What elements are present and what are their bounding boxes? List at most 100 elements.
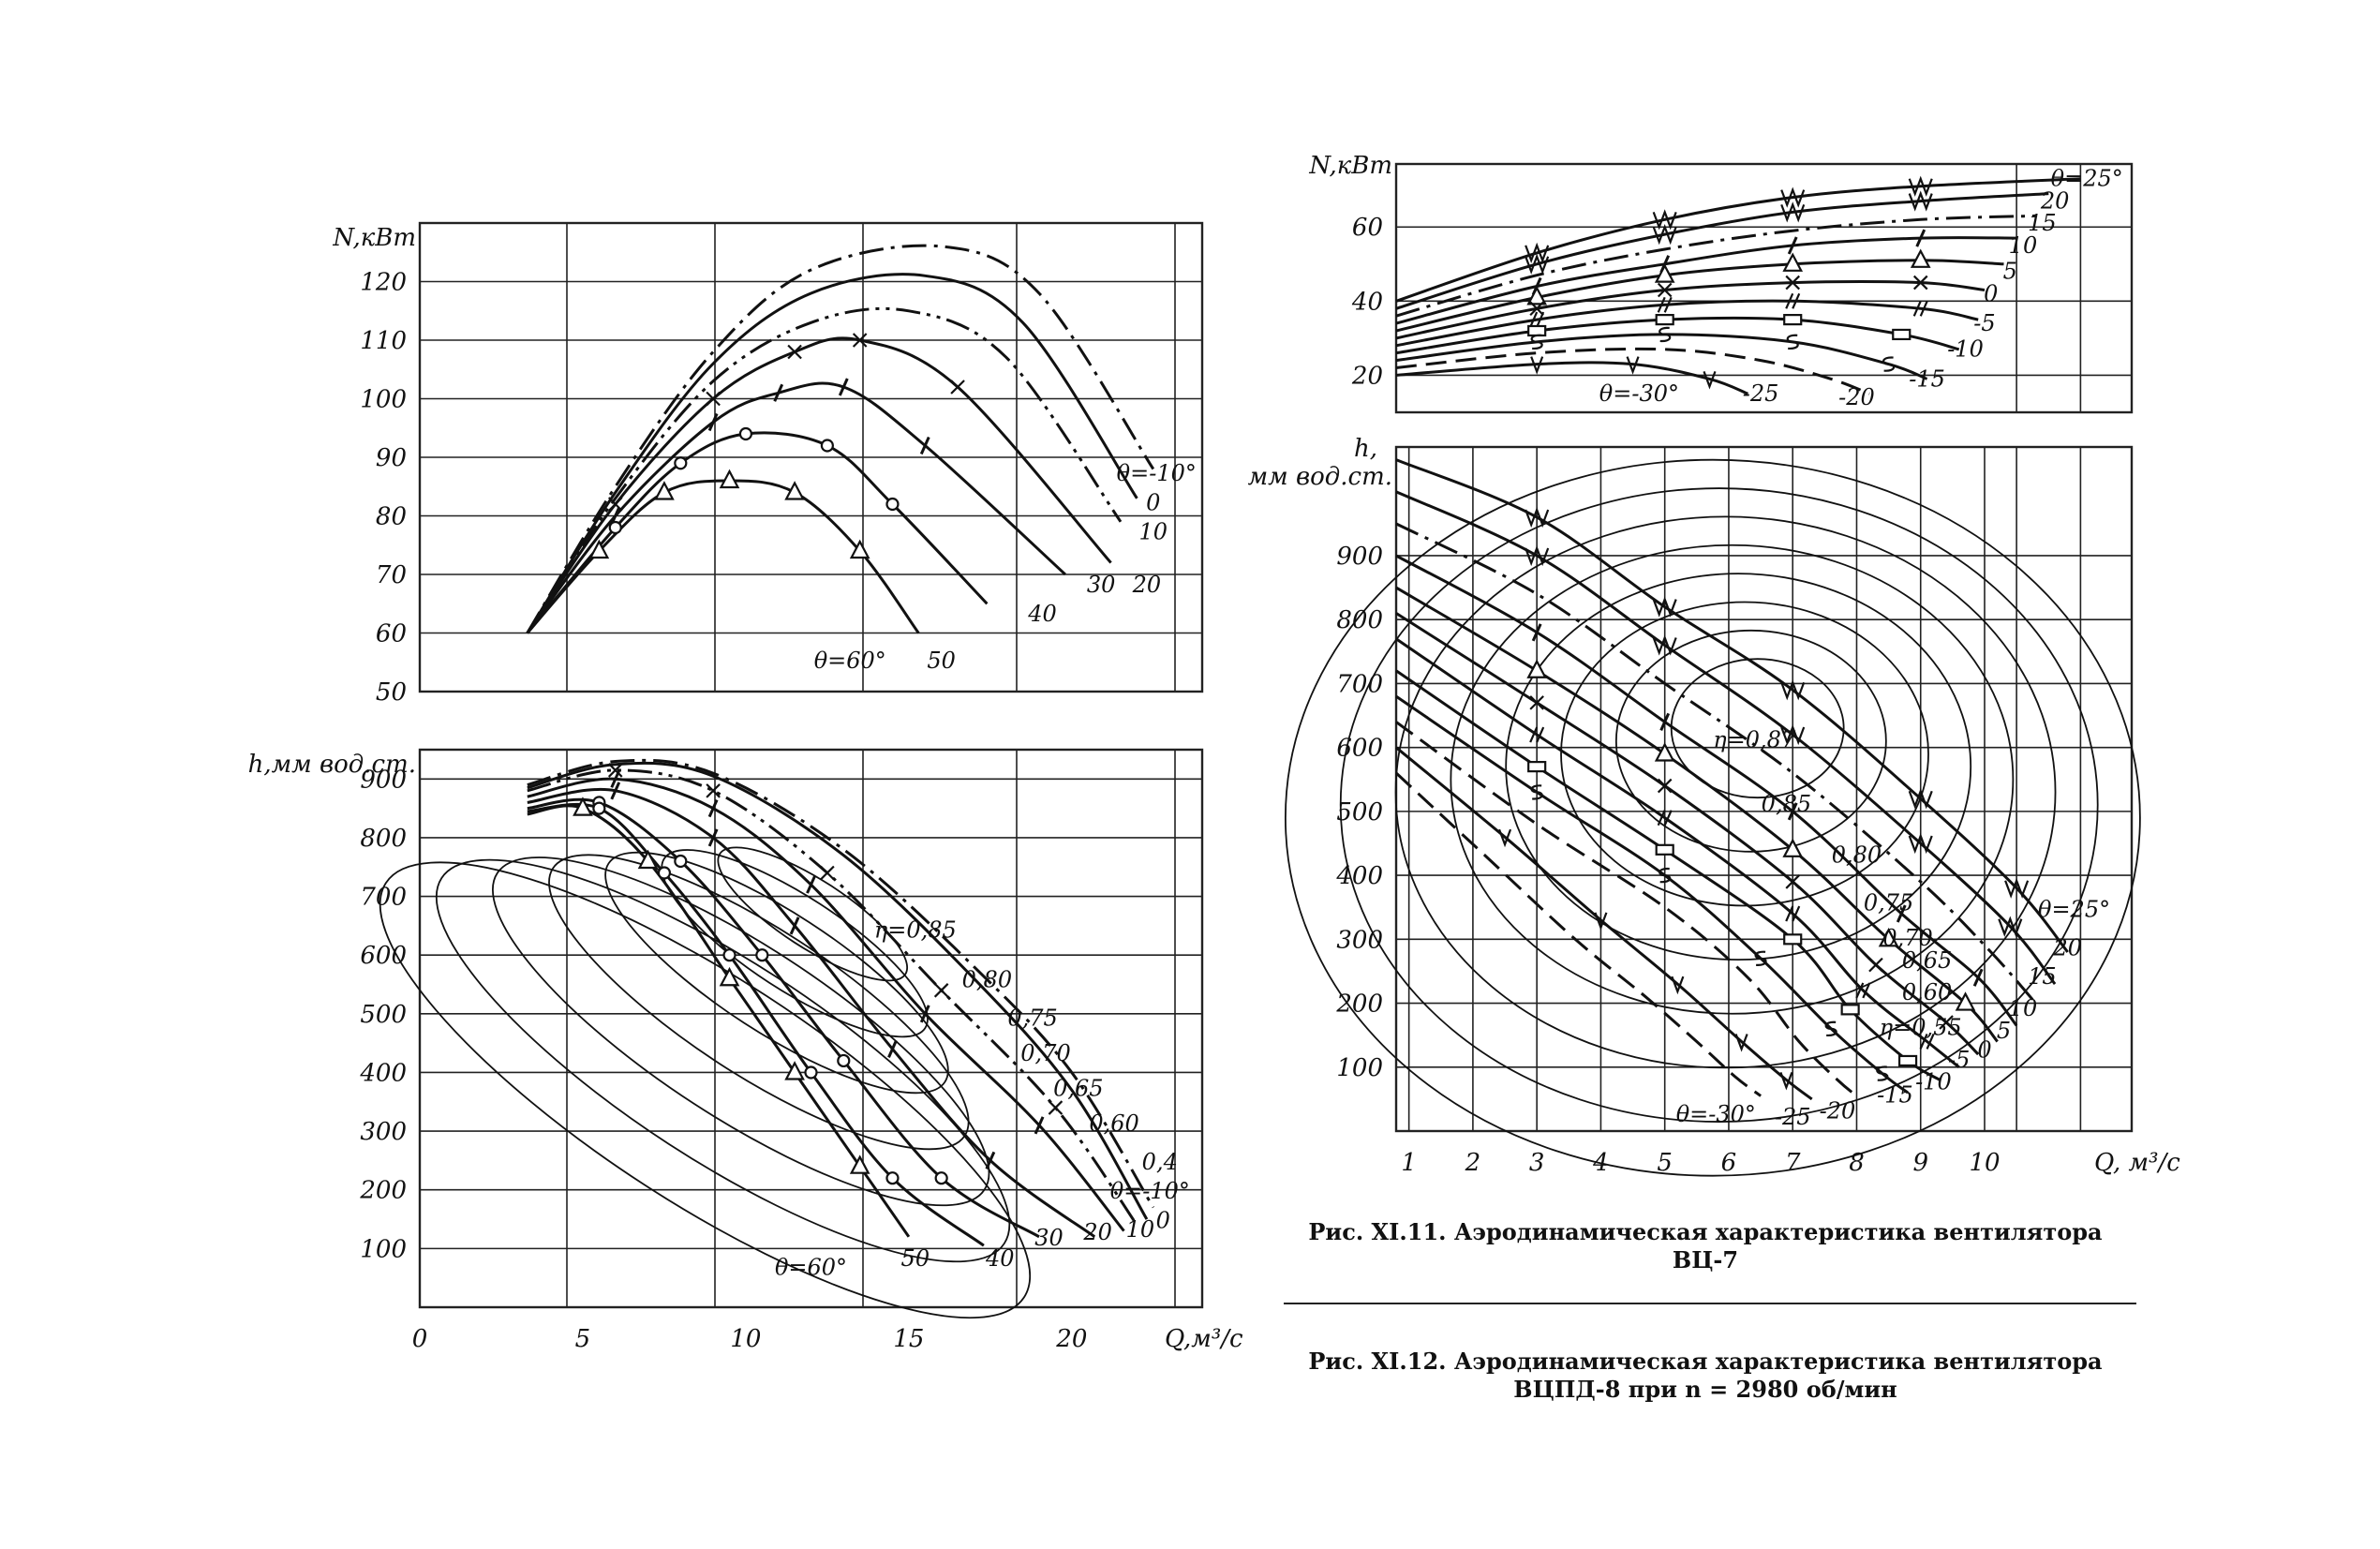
- curve-label: θ=-10°: [1110, 1178, 1190, 1204]
- curve-label: 40: [985, 1245, 1015, 1272]
- series-marker: [707, 828, 719, 847]
- series-marker: [1780, 723, 1806, 746]
- series-line: [527, 758, 1155, 1209]
- series-marker: [592, 801, 606, 815]
- y-tick-label: 100: [360, 1235, 407, 1263]
- curve-label: 0,65: [1053, 1076, 1103, 1102]
- series-group: [1394, 458, 2069, 1101]
- efficiency-contour: [1670, 658, 1845, 799]
- curve-label: 20: [1082, 1219, 1112, 1245]
- efficiency-contour: [1394, 515, 2057, 1069]
- series-marker: [1703, 371, 1717, 390]
- curve-label: -5: [1948, 1047, 1970, 1073]
- series-marker: [1785, 874, 1800, 889]
- x-tick-label: 7: [1785, 1149, 1801, 1177]
- caption-fig12-line1: Рис. XI.12. Аэродинамическая характерист…: [1308, 1348, 2103, 1375]
- curve-label: 0,60: [1089, 1110, 1138, 1137]
- series-marker: [1912, 300, 1928, 317]
- curve-label: 5: [2003, 259, 2017, 285]
- series-marker: [1915, 229, 1926, 247]
- y-axis-label: h,мм вод.ст.: [248, 751, 416, 779]
- series-marker: [784, 1061, 805, 1080]
- curve-label: η=0,87: [1713, 727, 1796, 753]
- series-marker: [1652, 209, 1677, 231]
- efficiency-contour: [1339, 487, 2099, 1123]
- curve-label: 0,70: [1882, 925, 1932, 951]
- curve-label: 50: [901, 1245, 930, 1272]
- curve-label: θ=-10°: [1117, 460, 1197, 486]
- series-marker: [1530, 356, 1544, 375]
- efficiency-contour: [435, 858, 1011, 1263]
- curve-label: 0: [1984, 280, 1998, 306]
- series-marker: [1955, 991, 1976, 1011]
- y-tick-label: 500: [360, 1001, 407, 1029]
- series-marker: [1785, 905, 1801, 922]
- curve-label: 0: [1146, 489, 1160, 515]
- curve-label: 50: [927, 648, 956, 674]
- curve-label: 10: [1126, 1216, 1155, 1243]
- curve-label: θ=60°: [814, 648, 886, 674]
- series-marker: [1529, 726, 1545, 743]
- series-marker: [1876, 1065, 1889, 1081]
- series-marker: [1671, 976, 1685, 995]
- y-axis-label: N,кВт: [1308, 152, 1392, 180]
- series-line: [526, 381, 1066, 634]
- x-axis-label: Q,м³/с: [1165, 1325, 1243, 1353]
- curve-label: 0: [1977, 1037, 1991, 1064]
- y-axis-label: N,кВт: [332, 224, 416, 252]
- series-marker: [1529, 695, 1544, 710]
- curve-label: 5: [1997, 1018, 2011, 1044]
- x-tick-label: 6: [1721, 1149, 1737, 1177]
- curve-label: 0,4: [1142, 1149, 1178, 1175]
- series-marker: [1654, 742, 1675, 762]
- y-tick-label: 40: [1351, 288, 1383, 316]
- series-marker: [1529, 301, 1544, 317]
- plot-frame: [1394, 162, 2134, 414]
- series-marker: [1525, 253, 1550, 275]
- series-marker: [1779, 1072, 1793, 1091]
- series-line: [1395, 637, 1960, 1068]
- series-line: [1394, 771, 1762, 1097]
- series-marker: [1787, 236, 1798, 255]
- x-tick-label: 2: [1465, 1149, 1481, 1177]
- series-marker: [1527, 324, 1547, 337]
- fig11-power-chart: 50 60 70 80 90 100 110 120 N,кВт θ=-10° 0 10 20 30 40 5…: [332, 221, 1204, 707]
- y-tick-label: 400: [1335, 862, 1383, 890]
- y-tick-label: 110: [360, 327, 407, 355]
- series-line: [1395, 177, 2081, 303]
- series-marker: [784, 481, 805, 500]
- series-marker: [1910, 248, 1931, 268]
- series-line: [1395, 192, 2049, 310]
- series-marker: [1526, 286, 1547, 305]
- curve-label: θ=60°: [775, 1255, 847, 1281]
- series-line: [527, 761, 1149, 1220]
- y-tick-label: 500: [1336, 798, 1383, 827]
- y-tick-label: 60: [1352, 214, 1383, 242]
- series-line: [1395, 458, 2069, 953]
- series-marker: [610, 782, 621, 800]
- series-marker: [1652, 224, 1677, 246]
- series-marker: [806, 875, 816, 894]
- x-tick-label: 20: [1055, 1325, 1087, 1353]
- series-marker: [1657, 810, 1673, 827]
- series-marker: [1908, 788, 1933, 810]
- curve-label: 10: [1139, 519, 1168, 545]
- series-marker: [852, 333, 868, 348]
- series-marker: [738, 426, 753, 441]
- series-marker: [1787, 802, 1798, 821]
- series-marker: [1530, 334, 1543, 350]
- series-marker: [1783, 933, 1803, 946]
- series-marker: [1919, 1034, 1935, 1050]
- x-axis-label: Q, м³/с: [2094, 1149, 2180, 1177]
- series-marker: [804, 1065, 818, 1080]
- series-marker: [1655, 843, 1674, 856]
- series-marker: [1657, 282, 1673, 298]
- series-marker: [1626, 356, 1640, 375]
- series-marker: [1657, 778, 1673, 794]
- series-marker: [1972, 968, 1984, 987]
- series-marker: [719, 966, 740, 987]
- series-marker: [838, 378, 849, 396]
